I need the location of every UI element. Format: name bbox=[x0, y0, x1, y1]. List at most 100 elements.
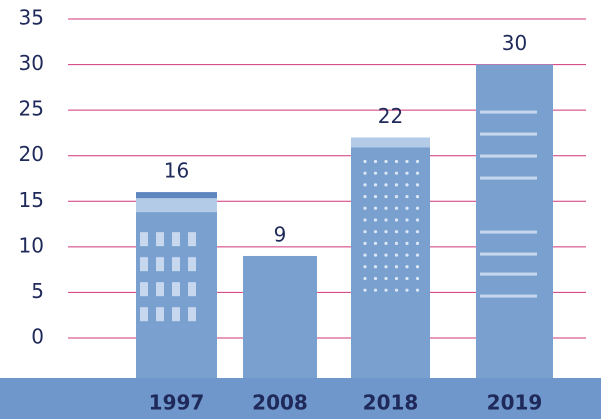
window bbox=[373, 171, 378, 175]
window bbox=[384, 171, 388, 175]
window bbox=[373, 241, 378, 245]
window bbox=[363, 159, 367, 164]
y-tick-label: 35 bbox=[19, 6, 44, 30]
roof-band bbox=[351, 137, 430, 148]
window bbox=[415, 241, 420, 245]
data-label: 9 bbox=[274, 222, 287, 246]
y-tick-label: 0 bbox=[31, 325, 44, 349]
window bbox=[394, 230, 399, 234]
window bbox=[394, 288, 399, 292]
y-tick-label: 30 bbox=[19, 51, 44, 75]
window bbox=[405, 265, 409, 269]
window bbox=[363, 265, 367, 269]
y-tick-label: 15 bbox=[19, 188, 44, 212]
bar bbox=[243, 255, 317, 338]
window bbox=[405, 183, 409, 187]
window bbox=[405, 218, 409, 222]
window bbox=[394, 171, 399, 175]
data-label: 16 bbox=[164, 159, 189, 183]
bar bbox=[476, 64, 553, 339]
window bbox=[415, 253, 420, 257]
ground bbox=[0, 378, 601, 419]
bar-foundation bbox=[243, 338, 317, 378]
window bbox=[394, 253, 399, 257]
window bbox=[373, 218, 378, 222]
window bbox=[415, 171, 420, 175]
window bbox=[394, 183, 399, 187]
window bbox=[384, 159, 388, 164]
stripe bbox=[480, 230, 537, 234]
window bbox=[363, 230, 367, 234]
window bbox=[384, 276, 388, 281]
window bbox=[415, 206, 420, 210]
window bbox=[373, 253, 378, 257]
window bbox=[172, 257, 180, 272]
y-tick-label: 25 bbox=[19, 97, 44, 121]
window bbox=[172, 307, 180, 322]
window bbox=[188, 307, 196, 322]
x-tick-label: 2019 bbox=[487, 391, 543, 415]
stripe bbox=[480, 252, 537, 256]
stripe bbox=[480, 132, 537, 136]
bar bbox=[351, 137, 430, 338]
stripe bbox=[480, 272, 537, 276]
roof bbox=[136, 192, 217, 199]
window bbox=[188, 257, 196, 272]
window bbox=[373, 159, 378, 164]
window bbox=[156, 232, 164, 247]
window bbox=[188, 232, 196, 247]
window bbox=[405, 159, 409, 164]
window bbox=[384, 206, 388, 210]
window bbox=[172, 282, 180, 297]
window bbox=[140, 232, 148, 247]
window bbox=[405, 253, 409, 257]
window bbox=[384, 288, 388, 292]
window bbox=[363, 241, 367, 245]
data-label: 30 bbox=[502, 31, 527, 55]
window bbox=[384, 253, 388, 257]
window bbox=[394, 241, 399, 245]
window bbox=[373, 288, 378, 292]
window bbox=[394, 218, 399, 222]
window bbox=[415, 288, 420, 292]
window bbox=[405, 194, 409, 199]
stripe bbox=[480, 110, 537, 114]
y-tick-label: 20 bbox=[19, 142, 44, 166]
window bbox=[415, 194, 420, 199]
stripe bbox=[480, 154, 537, 158]
window bbox=[415, 265, 420, 269]
window bbox=[140, 282, 148, 297]
window bbox=[405, 288, 409, 292]
window bbox=[415, 230, 420, 234]
window bbox=[384, 194, 388, 199]
window bbox=[140, 257, 148, 272]
window bbox=[415, 276, 420, 281]
stripe bbox=[480, 294, 537, 298]
bar-foundation bbox=[476, 338, 553, 378]
window bbox=[373, 194, 378, 199]
window bbox=[373, 183, 378, 187]
window bbox=[172, 232, 180, 247]
window bbox=[405, 206, 409, 210]
window bbox=[188, 282, 196, 297]
window bbox=[373, 230, 378, 234]
window bbox=[363, 288, 367, 292]
window bbox=[363, 253, 367, 257]
window bbox=[156, 282, 164, 297]
x-tick-label: 2018 bbox=[363, 391, 419, 415]
window bbox=[156, 307, 164, 322]
window bbox=[405, 241, 409, 245]
window bbox=[373, 206, 378, 210]
window bbox=[415, 183, 420, 187]
window bbox=[384, 241, 388, 245]
y-tick-label: 5 bbox=[31, 279, 44, 303]
bar-foundation bbox=[351, 338, 430, 378]
window bbox=[363, 218, 367, 222]
window bbox=[156, 257, 164, 272]
window bbox=[394, 206, 399, 210]
window bbox=[394, 194, 399, 199]
window bbox=[363, 171, 367, 175]
x-tick-label: 2008 bbox=[252, 391, 308, 415]
window bbox=[373, 265, 378, 269]
